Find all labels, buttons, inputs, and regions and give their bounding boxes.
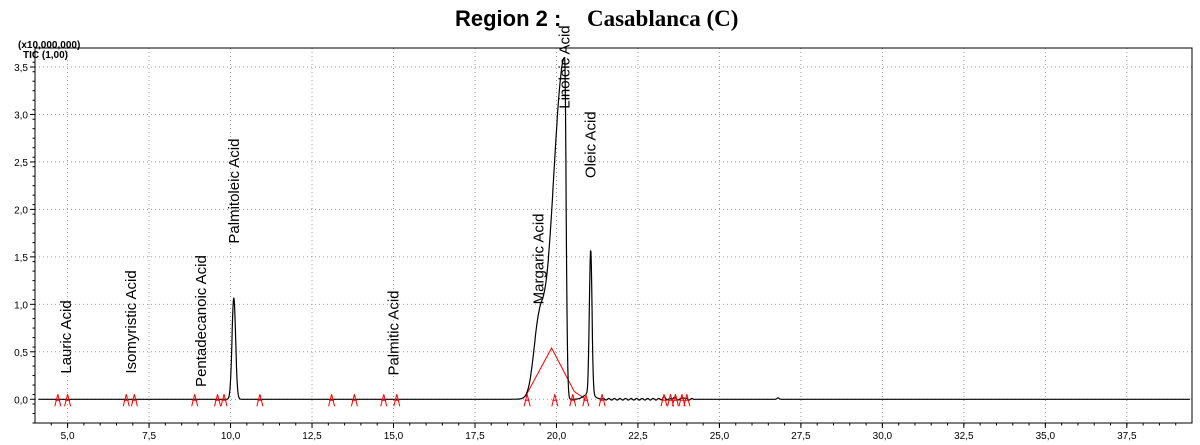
y-tick-label: 3,5	[14, 63, 28, 74]
y-tick-label: 2,0	[14, 205, 28, 216]
y-axis: 0,0 0,5 1,0 1,5 2,0 2,5 3,0 3,5	[14, 52, 35, 424]
integration-marker	[678, 394, 686, 407]
y-tick-label: 2,5	[14, 158, 28, 169]
x-tick-label: 20,0	[547, 431, 567, 442]
integration-marker	[350, 394, 358, 407]
peak-label: Palmitic Acid	[386, 291, 403, 376]
x-tick-label: 25,0	[710, 431, 730, 442]
integration-marker	[220, 394, 228, 407]
chart-title: Region 2 :	[455, 6, 561, 31]
integration-marker	[551, 394, 559, 407]
integration-marker	[64, 394, 72, 407]
integration-marker	[660, 394, 668, 407]
integration-marker	[130, 394, 138, 407]
x-tick-label: 7,5	[142, 431, 156, 442]
integration-marker	[214, 394, 221, 407]
peak-label: Oleic Acid	[583, 111, 600, 178]
integration-marker	[683, 394, 691, 407]
integration-marker	[393, 394, 401, 407]
plot-frame	[34, 47, 1193, 424]
integration-baselines	[525, 346, 587, 400]
x-tick-label: 32,5	[954, 431, 974, 442]
integration-marker	[582, 394, 590, 407]
integration-marker	[598, 394, 606, 407]
peak-label: Pentadecanoic Acid	[193, 255, 210, 387]
integration-marker	[671, 394, 679, 407]
x-axis: 5,0 7,5 10,0 12,5 15,0 17,5 20,0 22,5 25,0 27,5 30…	[50, 423, 1177, 442]
integration-marker	[256, 394, 264, 407]
integration-marker	[122, 394, 130, 407]
integration-marker	[667, 394, 675, 407]
integration-marker	[380, 394, 388, 407]
integration-markers	[54, 394, 691, 407]
x-tick-label: 12,5	[302, 431, 322, 442]
x-tick-label: 30,0	[873, 431, 893, 442]
x-tick-label: 22,5	[628, 431, 648, 442]
peak-label: Margaric Acid	[531, 213, 548, 304]
peak-label: Linoleic Acid	[557, 25, 574, 108]
x-tick-label: 10,0	[221, 431, 241, 442]
y-tick-label: 1,0	[14, 300, 28, 311]
x-tick-label: 15,0	[384, 431, 404, 442]
y-tick-label: 3,0	[14, 110, 28, 121]
x-tick-label: 17,5	[465, 431, 485, 442]
peak-labels: Lauric Acid Isomyristic Acid Pentadecanoic…	[58, 25, 600, 387]
x-tick-label: 27,5	[791, 431, 811, 442]
trace-label: TIC (1,00)	[23, 50, 68, 61]
y-multiplier-label: (x10,000,000)	[18, 40, 80, 51]
peak-label: Lauric Acid	[58, 300, 75, 373]
peak-baseline	[525, 346, 587, 400]
tic-trace	[38, 56, 1190, 401]
integration-marker	[54, 394, 62, 407]
integration-marker	[569, 394, 577, 407]
x-tick-label: 37,5	[1117, 431, 1137, 442]
y-tick-label: 1,5	[14, 253, 28, 264]
peak-label: Palmitoleic Acid	[226, 139, 243, 244]
integration-marker	[191, 394, 199, 407]
integration-marker	[328, 394, 336, 407]
x-tick-label: 35,0	[1036, 431, 1056, 442]
chart-title-city: Casablanca (C)	[587, 6, 738, 31]
integration-marker	[523, 394, 531, 407]
peak-label: Isomyristic Acid	[123, 270, 140, 373]
y-tick-label: 0,0	[14, 395, 28, 406]
x-tick-label: 5,0	[61, 431, 75, 442]
y-tick-label: 0,5	[14, 348, 28, 359]
